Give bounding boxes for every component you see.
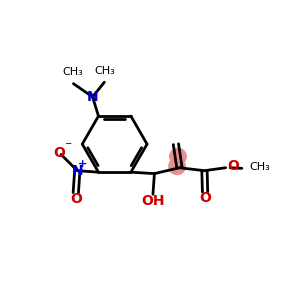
Text: CH₃: CH₃ bbox=[63, 67, 83, 77]
Text: O: O bbox=[199, 191, 211, 206]
Text: +: + bbox=[78, 159, 87, 169]
Text: CH₃: CH₃ bbox=[94, 66, 115, 76]
Text: O: O bbox=[227, 159, 239, 173]
Text: CH₃: CH₃ bbox=[249, 162, 270, 172]
Text: O: O bbox=[70, 192, 82, 206]
Text: N: N bbox=[87, 90, 98, 104]
Circle shape bbox=[169, 158, 185, 175]
Circle shape bbox=[170, 148, 186, 165]
Text: ⁻: ⁻ bbox=[64, 139, 71, 153]
Text: O: O bbox=[54, 146, 65, 160]
Text: OH: OH bbox=[141, 194, 165, 208]
Text: N: N bbox=[71, 164, 83, 178]
